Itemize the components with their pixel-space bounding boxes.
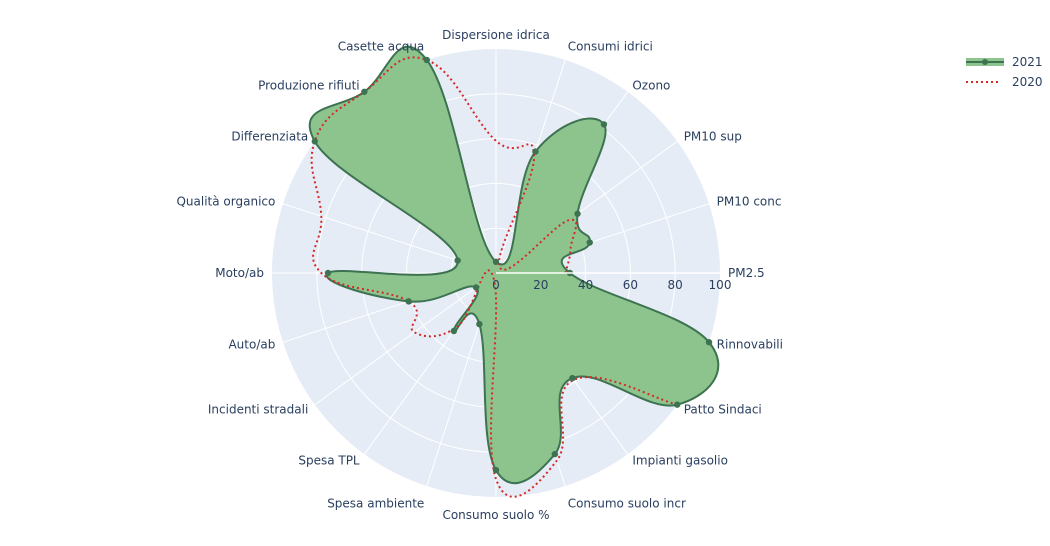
angular-tick-label: Spesa TPL (298, 454, 360, 468)
legend-item-2021[interactable]: 2021 (966, 52, 1043, 72)
data-marker[interactable] (405, 298, 412, 305)
data-marker[interactable] (574, 210, 581, 217)
data-marker[interactable] (476, 320, 483, 328)
angular-tick-label: Rinnovabili (717, 338, 783, 352)
angular-tick-label: Moto/ab (215, 266, 264, 280)
angular-tick-label: Casette acqua (338, 39, 425, 53)
data-marker[interactable] (311, 138, 318, 145)
series-2020-line[interactable] (310, 56, 678, 498)
data-marker[interactable] (361, 88, 368, 95)
data-marker[interactable] (472, 284, 480, 291)
angular-tick-label: Spesa ambiente (327, 497, 424, 511)
legend-swatch-filled-icon (966, 58, 1004, 66)
angular-tick-label: Produzione rifiuti (258, 78, 360, 92)
angular-tick-label: Ozono (632, 78, 670, 92)
radial-tick-label: 100 (709, 278, 732, 292)
angular-tick-label: PM10 conc (717, 194, 782, 208)
data-marker[interactable] (492, 466, 500, 474)
data-marker[interactable] (423, 56, 430, 64)
angular-tick-label: Auto/ab (228, 338, 275, 352)
data-marker[interactable] (450, 327, 458, 335)
angular-tick-label: Differenziata (231, 130, 308, 144)
angular-tick-label: Impianti gasolio (632, 454, 728, 468)
data-marker[interactable] (551, 450, 559, 458)
radial-tick-label: 20 (533, 278, 548, 292)
data-marker[interactable] (600, 121, 608, 128)
data-marker[interactable] (674, 401, 681, 408)
angular-tick-label: PM10 sup (684, 130, 742, 144)
data-marker[interactable] (454, 257, 461, 264)
data-marker[interactable] (569, 374, 576, 382)
data-marker[interactable] (492, 258, 500, 265)
angular-tick-label: Patto Sindaci (684, 402, 762, 416)
legend: 2021 2020 (966, 52, 1043, 92)
legend-swatch-dotted-icon (966, 81, 1000, 83)
legend-label-2020: 2020 (1012, 75, 1043, 89)
angular-tick-label: Consumi idrici (568, 39, 653, 53)
grid-spoke (314, 272, 497, 406)
radial-tick-label: 40 (578, 278, 593, 292)
angular-tick-label: Incidenti stradali (208, 402, 308, 416)
angular-tick-label: PM2.5 (728, 266, 765, 280)
data-marker[interactable] (532, 148, 539, 155)
angular-tick-label: Qualità organico (176, 194, 275, 208)
data-marker[interactable] (705, 339, 713, 346)
angular-tick-label: Consumo suolo incr (568, 497, 686, 511)
legend-label-2021: 2021 (1012, 55, 1043, 69)
radial-tick-label: 60 (623, 278, 638, 292)
radial-tick-label: 80 (668, 278, 683, 292)
angular-tick-label: Dispersione idrica (442, 28, 550, 42)
radial-tick-label: 0 (492, 278, 500, 292)
angular-tick-label: Consumo suolo % (442, 508, 549, 522)
data-marker[interactable] (586, 239, 593, 246)
data-marker[interactable] (324, 269, 332, 277)
legend-item-2020[interactable]: 2020 (966, 72, 1043, 92)
